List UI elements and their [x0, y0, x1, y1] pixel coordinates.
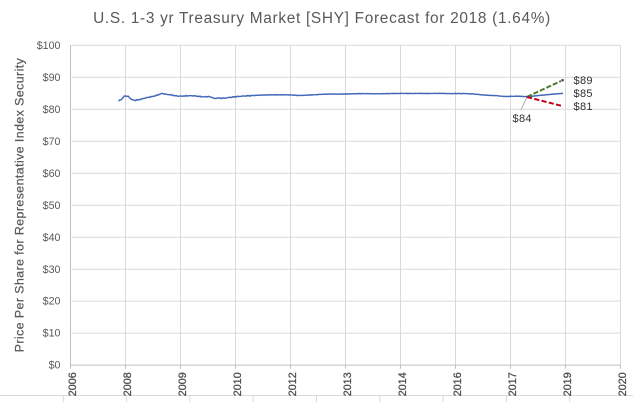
svg-text:$100: $100 [37, 40, 61, 52]
svg-text:$90: $90 [43, 72, 61, 84]
svg-text:$81: $81 [574, 101, 593, 113]
svg-text:$50: $50 [43, 200, 61, 212]
svg-text:Price Per Share for Representa: Price Per Share for Representative Index… [12, 57, 26, 352]
svg-text:$80: $80 [43, 104, 61, 116]
svg-text:2017: 2017 [507, 372, 519, 396]
svg-text:2019: 2019 [562, 372, 574, 396]
svg-text:2012: 2012 [287, 372, 299, 396]
svg-text:2008: 2008 [122, 372, 134, 396]
svg-text:$40: $40 [43, 232, 61, 244]
svg-text:2010: 2010 [232, 372, 244, 396]
svg-text:$20: $20 [43, 296, 61, 308]
svg-text:$85: $85 [574, 88, 593, 100]
svg-text:2013: 2013 [342, 372, 354, 396]
svg-text:U.S. 1-3 yr Treasury Market [S: U.S. 1-3 yr Treasury Market [SHY] Foreca… [93, 10, 551, 27]
svg-text:2016: 2016 [452, 372, 464, 396]
svg-text:2009: 2009 [177, 372, 189, 396]
svg-text:2014: 2014 [397, 372, 409, 396]
svg-text:$30: $30 [43, 264, 61, 276]
svg-text:$10: $10 [43, 328, 61, 340]
svg-text:$60: $60 [43, 168, 61, 180]
svg-text:2020: 2020 [617, 372, 629, 396]
svg-text:2006: 2006 [67, 372, 79, 396]
svg-text:$0: $0 [49, 360, 61, 372]
svg-text:$70: $70 [43, 136, 61, 148]
svg-text:$89: $89 [574, 75, 593, 87]
svg-text:$84: $84 [513, 113, 532, 125]
